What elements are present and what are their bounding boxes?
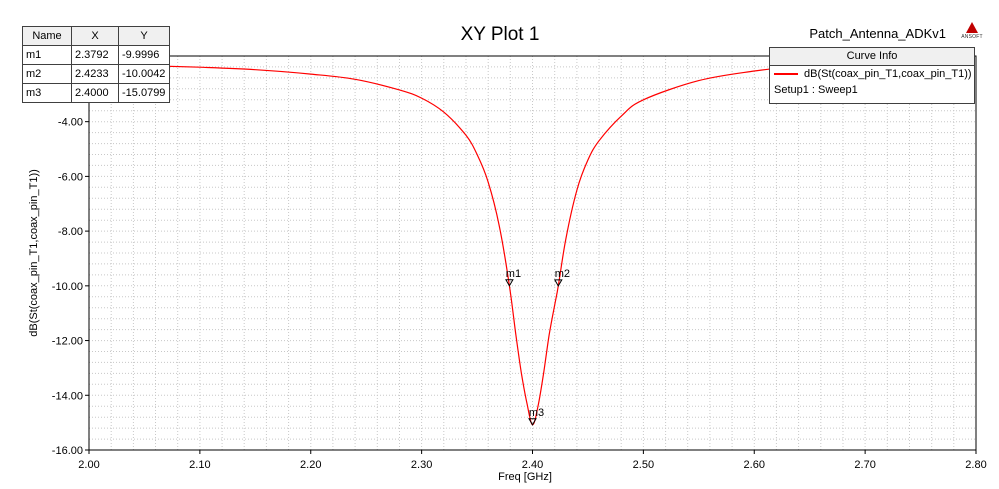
marker-table: Name X Y m1 2.3792 -9.9996 m2 2.4233 -10… [22, 26, 170, 103]
marker-header-x: X [71, 26, 119, 46]
logo-text: ANSOFT [961, 34, 983, 40]
marker-x: 2.3792 [71, 45, 119, 65]
plot-grid [89, 56, 976, 450]
marker-header-y: Y [118, 26, 170, 46]
table-row[interactable]: m3 2.4000 -15.0799 [22, 83, 170, 103]
y-tick-label: -12.00 [52, 336, 83, 348]
plot-title: XY Plot 1 [461, 24, 540, 45]
x-tick-label: 2.00 [78, 459, 99, 471]
x-tick-label: 2.70 [854, 459, 875, 471]
table-row[interactable]: m1 2.3792 -9.9996 [22, 45, 170, 65]
x-tick-label: 2.20 [300, 459, 321, 471]
y-tick-label: -10.00 [52, 281, 83, 293]
marker-triangle-icon[interactable] [505, 279, 514, 287]
y-tick-label: -4.00 [58, 117, 83, 129]
y-tick-label: -14.00 [52, 390, 83, 402]
x-tick-labels: 2.00 2.10 2.20 2.30 2.40 2.50 2.60 2.70 2.80 [78, 450, 987, 471]
curve-info-legend[interactable]: Curve Info dB(St(coax_pin_T1,coax_pin_T1… [769, 47, 975, 104]
legend-trace-name: dB(St(coax_pin_T1,coax_pin_T1)) [804, 68, 972, 80]
marker-name: m2 [22, 64, 72, 84]
y-tick-labels: -4.00 -6.00 -8.00 -10.00 -12.00 -14.00 -16.00 [52, 117, 89, 457]
legend-setup: Setup1 : Sweep1 [774, 84, 858, 96]
marker-label: m2 [555, 268, 570, 280]
curve-info-header: Curve Info [770, 48, 974, 66]
x-tick-label: 2.50 [633, 459, 654, 471]
marker-layer: m1 m2 m3 [505, 268, 570, 426]
logo-triangle-icon [966, 22, 978, 33]
marker-triangle-icon[interactable] [553, 279, 563, 287]
marker-y: -15.0799 [118, 83, 170, 103]
y-tick-label: -16.00 [52, 445, 83, 457]
x-tick-label: 2.30 [411, 459, 432, 471]
legend-entry[interactable]: dB(St(coax_pin_T1,coax_pin_T1)) [770, 66, 974, 82]
series-line [88, 63, 810, 426]
marker-x: 2.4000 [71, 83, 119, 103]
x-tick-label: 2.80 [965, 459, 986, 471]
marker-triangle-icon[interactable] [528, 418, 537, 426]
x-axis-label: Freq [GHz] [498, 471, 552, 483]
marker-name: m3 [22, 83, 72, 103]
table-row[interactable]: m2 2.4233 -10.0042 [22, 64, 170, 84]
legend-swatch [774, 73, 798, 76]
marker-header-name: Name [22, 26, 72, 46]
x-tick-label: 2.40 [522, 459, 543, 471]
marker-x: 2.4233 [71, 64, 119, 84]
y-tick-label: -8.00 [58, 226, 83, 238]
project-name: Patch_Antenna_ADKv1 [809, 26, 946, 41]
marker-y: -10.0042 [118, 64, 170, 84]
series-layer [88, 63, 810, 426]
marker-table-header: Name X Y [22, 26, 170, 46]
x-tick-label: 2.10 [189, 459, 210, 471]
marker-label: m1 [506, 268, 521, 280]
marker-y: -9.9996 [118, 45, 170, 65]
y-tick-label: -6.00 [58, 171, 83, 183]
marker-name: m1 [22, 45, 72, 65]
ansoft-logo: ANSOFT [957, 22, 987, 44]
marker-label: m3 [529, 407, 544, 419]
y-axis-label: dB(St(coax_pin_T1,coax_pin_T1)) [28, 169, 40, 337]
x-tick-label: 2.60 [744, 459, 765, 471]
